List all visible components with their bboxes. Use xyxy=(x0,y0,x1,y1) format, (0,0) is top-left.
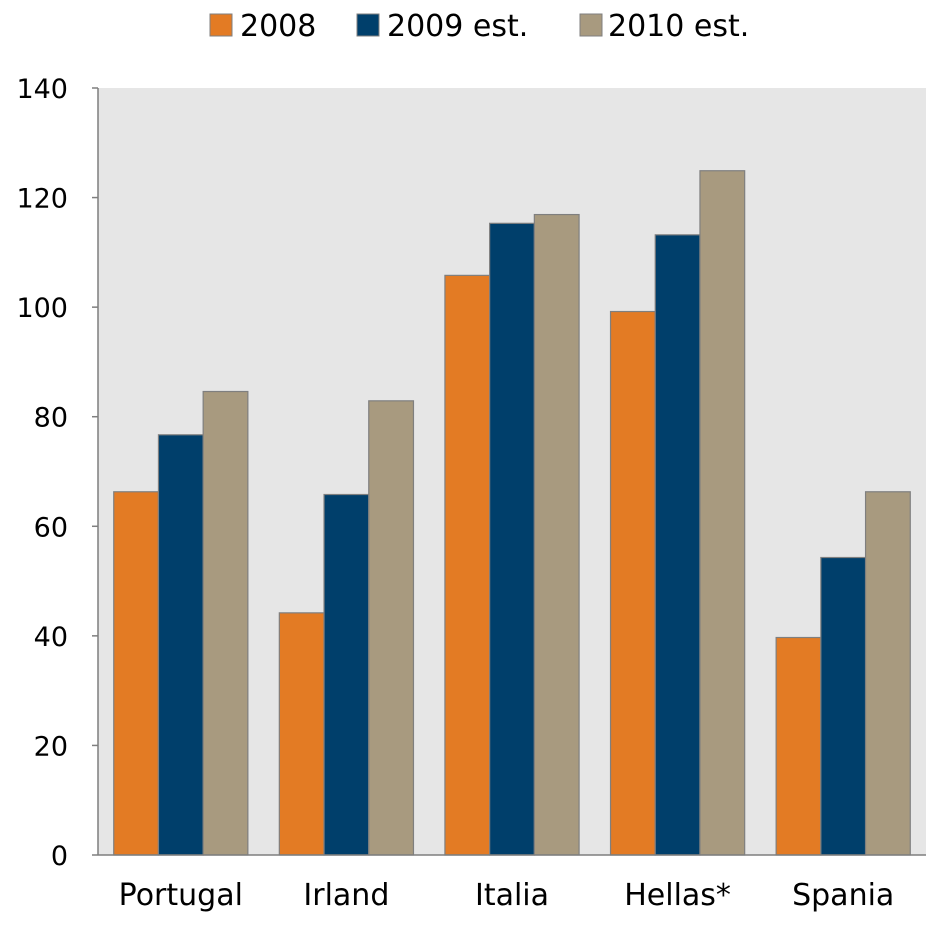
x-category-label: Hellas* xyxy=(624,878,731,913)
bar-portugal-series-1 xyxy=(157,434,204,856)
y-tick-label: 120 xyxy=(16,184,68,215)
legend-swatch xyxy=(579,13,603,37)
y-tick-label: 40 xyxy=(34,622,68,653)
bar-irland-series-1 xyxy=(323,493,370,856)
y-tick-label: 100 xyxy=(16,293,68,324)
bar-spania-series-0 xyxy=(775,636,822,856)
legend-label: 2009 est. xyxy=(387,9,528,44)
bar-spania-series-1 xyxy=(820,556,867,856)
x-axis: Portugal Irland Italia Hellas* Spania xyxy=(98,854,926,913)
bar-italia-series-0 xyxy=(444,274,491,856)
x-category-label: Italia xyxy=(475,878,549,913)
bar-italia-series-1 xyxy=(489,222,535,856)
bar-italia-series-2 xyxy=(533,213,580,856)
bars-group xyxy=(113,170,911,856)
bar-hellas-series-2 xyxy=(699,170,746,856)
bar-irland-series-0 xyxy=(278,612,325,856)
x-category-label: Portugal xyxy=(119,878,243,913)
y-tick-label: 20 xyxy=(34,731,68,762)
legend-swatch xyxy=(209,13,233,37)
x-category-label: Irland xyxy=(303,878,389,913)
bar-hellas-series-1 xyxy=(654,234,701,856)
bar-hellas-series-0 xyxy=(609,310,656,856)
y-tick-label: 0 xyxy=(51,841,68,872)
bar-irland-series-2 xyxy=(368,400,415,856)
bar-portugal-series-2 xyxy=(202,390,249,856)
x-category-label: Spania xyxy=(792,878,894,913)
legend-label: 2010 est. xyxy=(608,9,749,44)
bar-portugal-series-0 xyxy=(113,491,160,856)
legend-swatch xyxy=(356,13,380,37)
bar-spania-series-2 xyxy=(864,491,911,856)
y-tick-label: 60 xyxy=(34,512,68,543)
y-axis: 0 20 40 60 80 100 120 140 xyxy=(16,74,99,872)
legend: 2008 2009 est. 2010 est. xyxy=(209,9,749,44)
legend-label: 2008 xyxy=(240,9,316,44)
y-tick-label: 140 xyxy=(16,74,68,105)
y-tick-label: 80 xyxy=(34,403,68,434)
